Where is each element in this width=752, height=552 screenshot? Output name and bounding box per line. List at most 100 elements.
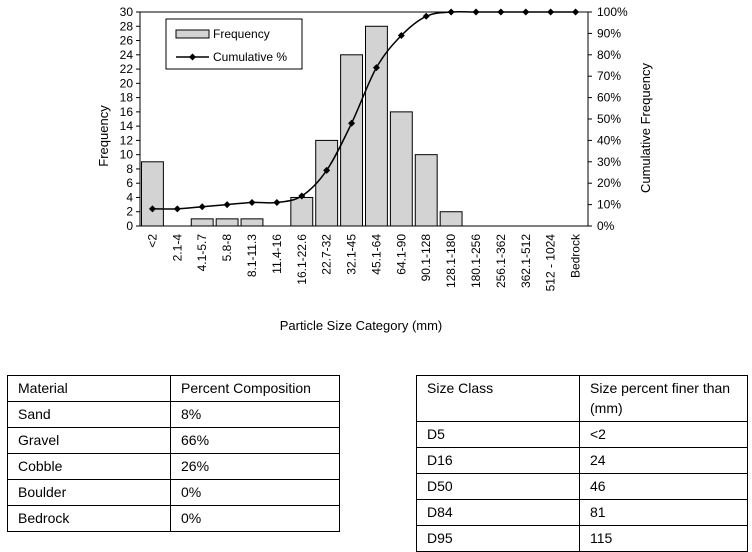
bar (240, 218, 264, 227)
x-tick-label: 11.4-16 (270, 234, 284, 274)
x-tick-label: 5.8-8 (220, 234, 234, 262)
header-cell: Material (7, 375, 171, 402)
header-cell: Size Class (416, 375, 580, 422)
particle-size-chart: 0 2 4 6 8 10 12 14 16 18 20 22 24 26 28 30 0% 10% 20% 30% 40… (96, 5, 653, 333)
cumulative-point (497, 8, 505, 16)
y2-tick-label: 100% (597, 5, 628, 19)
y-axis-title: Frequency (96, 105, 111, 167)
y-tick-label: 12 (120, 133, 134, 147)
cumulative-point (173, 205, 181, 213)
y-tick-label: 0 (126, 219, 133, 233)
y2-tick-label: 30% (597, 155, 621, 169)
cumulative-point (447, 8, 455, 16)
cumulative-point (273, 198, 281, 206)
table-cell: Gravel (7, 427, 171, 454)
x-tick-label: 2.1-4 (170, 234, 184, 262)
bar (439, 211, 463, 227)
y2-tick-label: 60% (597, 91, 621, 105)
table-cell: D84 (416, 499, 580, 526)
cumulative-point (348, 119, 356, 127)
y2-tick-label: 40% (597, 133, 621, 147)
x-tick-label: 180.1-256 (469, 234, 483, 288)
y-tick-label: 16 (120, 105, 134, 119)
table-row: D16 24 (416, 447, 748, 474)
cumulative-point (397, 32, 405, 40)
cumulative-point (298, 192, 306, 200)
x-tick-label: 22.7-32 (320, 234, 334, 275)
table-cell: 81 (579, 499, 748, 526)
bar (414, 154, 438, 227)
x-tick-label: 362.1-512 (519, 234, 533, 288)
y2-tick-label: 10% (597, 198, 621, 212)
y2-tick-label: 90% (597, 26, 621, 40)
y2-tick-label: 70% (597, 69, 621, 83)
x-tick-label: <2 (145, 234, 159, 248)
y-tick-label: 20 (120, 76, 134, 90)
x-tick-label: 4.1-5.7 (195, 234, 209, 272)
y-tick-label: 28 (120, 19, 134, 33)
table-cell: <2 (579, 421, 748, 448)
table-row: Gravel 66% (7, 427, 340, 454)
table-row: Bedrock 0% (7, 505, 340, 532)
cumulative-point (248, 198, 256, 206)
table-header-row: Size Class Size percent finer than (mm) (416, 375, 748, 422)
cumulative-point (572, 8, 580, 16)
cumulative-point (472, 8, 480, 16)
y-tick-label: 14 (120, 119, 134, 133)
bar (141, 161, 164, 227)
legend-box (165, 18, 303, 70)
legend-label: Cumulative % (213, 50, 287, 64)
table-cell: Cobble (7, 453, 171, 480)
x-axis-title: Particle Size Category (mm) (280, 318, 443, 333)
table-cell: 8% (170, 401, 340, 428)
y-tick-label: 24 (120, 48, 134, 62)
bar (215, 218, 239, 227)
cumulative-point (323, 166, 331, 174)
table-cell: 46 (579, 473, 748, 500)
table-cell: Bedrock (7, 505, 171, 532)
cumulative-point (522, 8, 530, 16)
x-tick-label: 8.1-11.3 (245, 234, 259, 277)
legend-marker (189, 53, 196, 61)
x-tick-label: 256.1-362 (494, 234, 508, 288)
table-header-row: Material Percent Composition (7, 375, 340, 402)
size-class-table: Size Class Size percent finer than (mm) … (416, 375, 748, 552)
legend-bar-swatch (175, 29, 210, 39)
table-row: Cobble 26% (7, 453, 340, 480)
y-tick-label: 6 (126, 176, 133, 190)
table-cell: 66% (170, 427, 340, 454)
header-cell: Percent Composition (170, 375, 340, 402)
y-tick-label: 22 (120, 62, 134, 76)
cumulative-point (148, 205, 156, 213)
y2-tick-label: 80% (597, 48, 621, 62)
y2-axis-title: Cumulative Frequency (638, 62, 653, 193)
y2-tick-label: 20% (597, 176, 621, 190)
x-tick-label: 32.1-45 (345, 234, 359, 275)
table-row: Boulder 0% (7, 479, 340, 506)
x-tick-label: 16.1-22.6 (295, 234, 309, 285)
cumulative-point (547, 8, 555, 16)
x-tick-label: 64.1-90 (394, 234, 408, 275)
header-cell: Size percent finer than (mm) (579, 375, 748, 422)
table-cell: Boulder (7, 479, 171, 506)
y2-tick-label: 50% (597, 112, 621, 126)
x-tick-label: 512 - 1024 (544, 234, 558, 292)
table-cell: D5 (416, 421, 580, 448)
bar (315, 139, 339, 227)
x-tick-label: Bedrock (569, 233, 583, 278)
y-tick-label: 30 (120, 5, 134, 19)
table-row: D50 46 (416, 473, 748, 500)
table-cell: D16 (416, 447, 580, 474)
y-tick-label: 4 (126, 190, 133, 204)
x-tick-label: 45.1-64 (369, 234, 383, 275)
table-row: D84 81 (416, 499, 748, 526)
y2-tick-label: 0% (597, 219, 615, 233)
y-tick-label: 2 (126, 205, 133, 219)
cumulative-point (223, 201, 231, 209)
x-tick-label: 90.1-128 (419, 234, 433, 282)
bar (389, 111, 413, 227)
legend-label: Frequency (213, 27, 270, 41)
y-tick-label: 18 (120, 91, 134, 105)
y-tick-label: 26 (120, 34, 134, 48)
table-cell: 0% (170, 479, 340, 506)
